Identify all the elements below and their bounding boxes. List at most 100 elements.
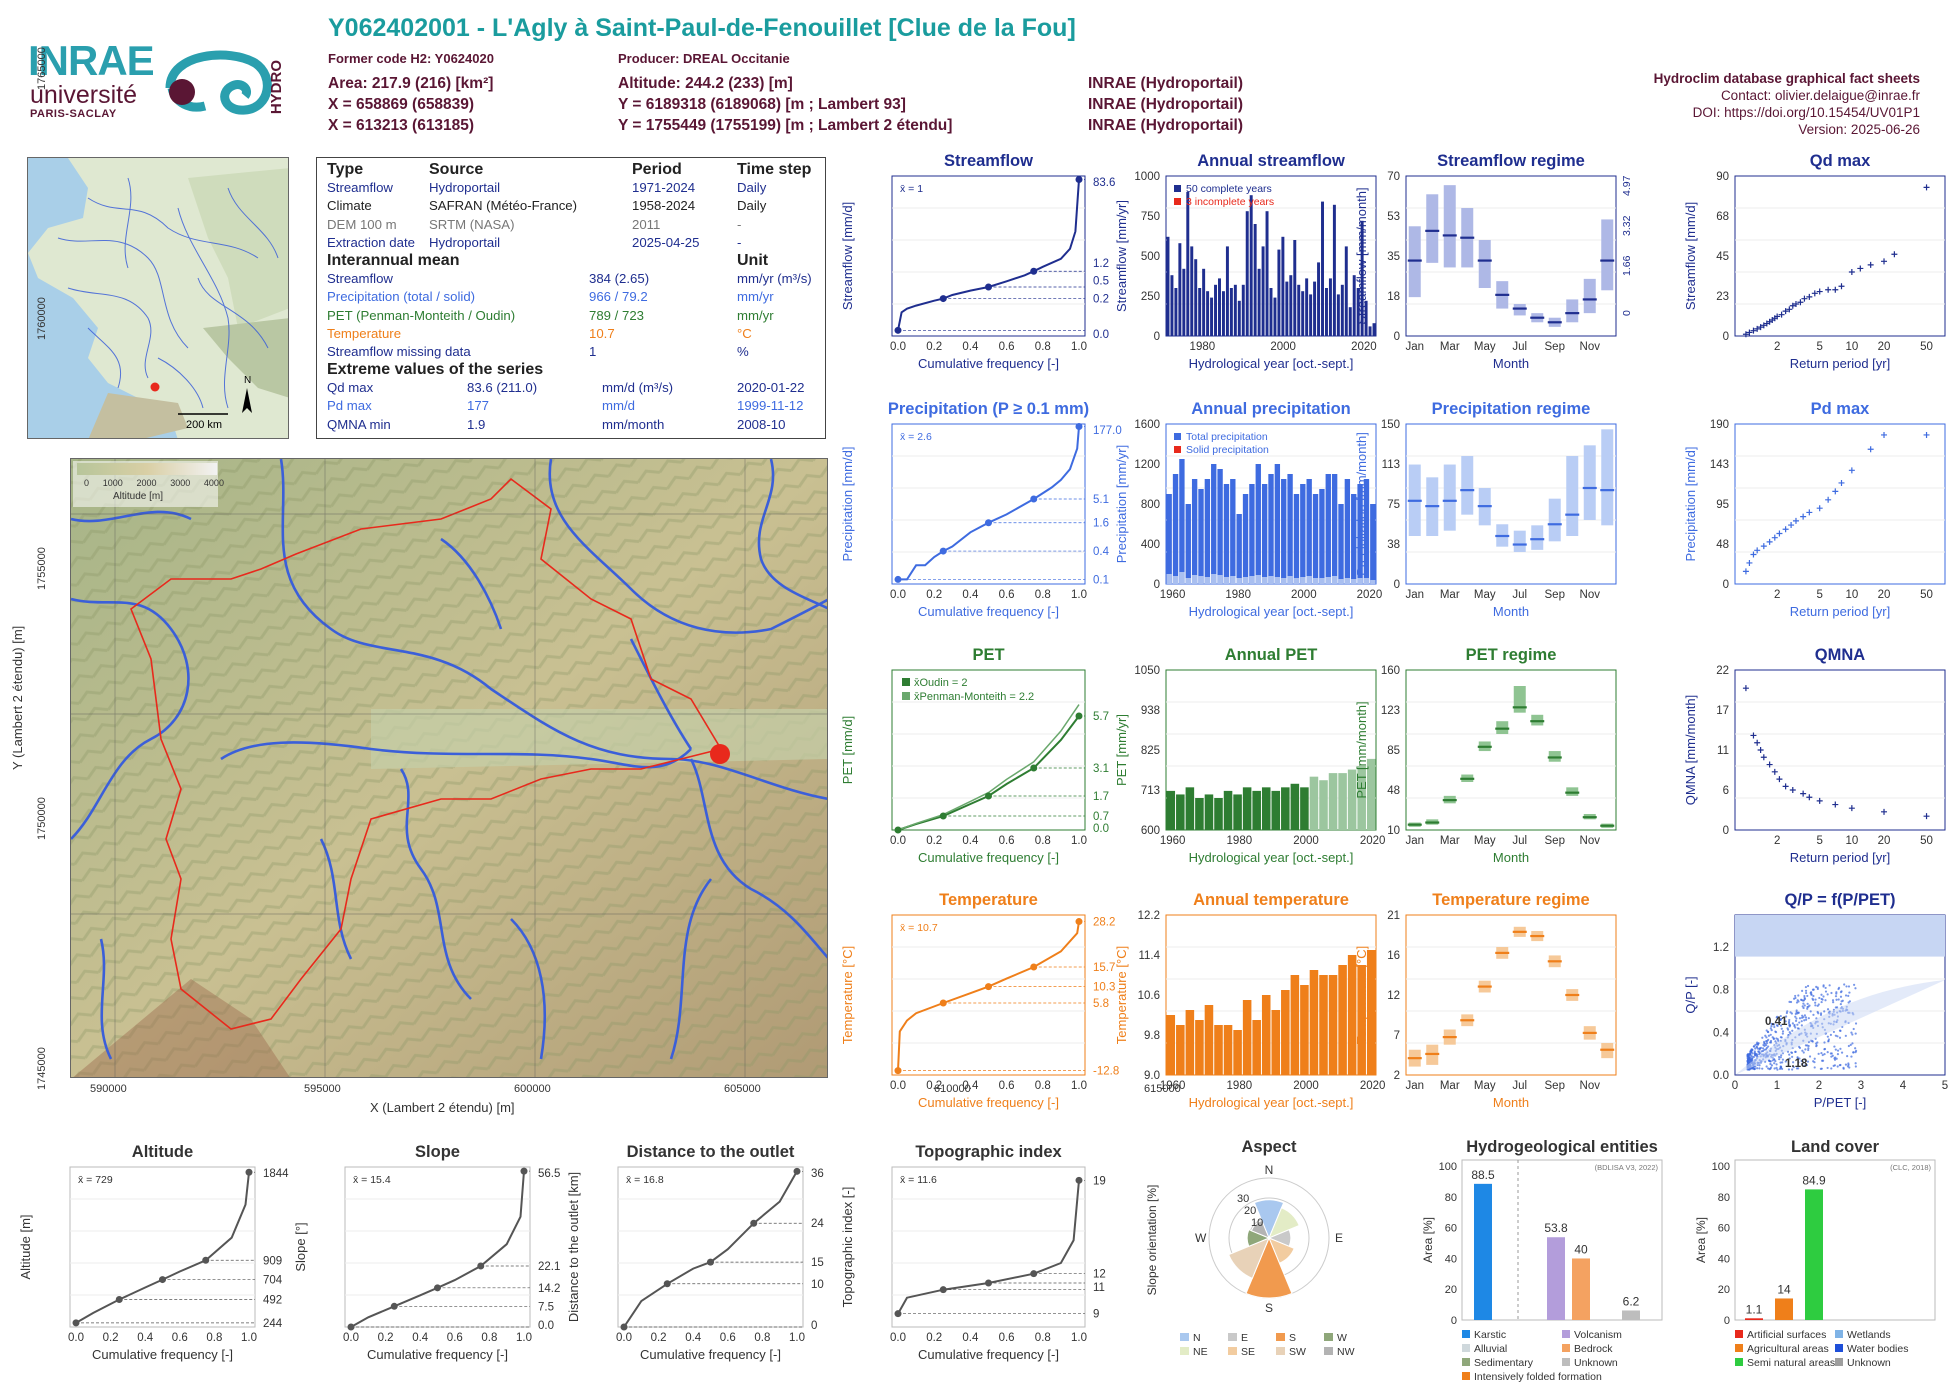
annual_pet-ytick: 713: [1141, 785, 1160, 797]
qp-point: [1794, 994, 1797, 998]
qp-point: [1770, 1064, 1774, 1067]
contact[interactable]: Contact: olivier.delaigue@inrae.fr: [1720, 88, 1920, 103]
slope-right-tick: 14.2: [538, 1283, 560, 1295]
pd_max-ytick: 95: [1716, 499, 1729, 511]
land_cover-bar-label: 84.9: [1802, 1173, 1826, 1187]
qp-point: [1848, 991, 1851, 994]
precipitation-right-tick: 0.1: [1093, 574, 1109, 586]
qp-point: [1773, 1062, 1776, 1065]
annual_precipitation-solid-bar: [1363, 578, 1370, 584]
qp-point: [1751, 1055, 1754, 1058]
temperature-ylabel: Temperature [°C]: [840, 946, 855, 1044]
land_cover-legend-key: [1835, 1344, 1843, 1352]
annual_temperature-bar: [1233, 1030, 1242, 1075]
qd_max-point: [1848, 269, 1855, 275]
annual_temperature-bar: [1166, 1015, 1176, 1075]
precipitation_regime-box: [1531, 525, 1544, 550]
qp-point: [1761, 1036, 1764, 1039]
qp-point: [1814, 1004, 1817, 1007]
annual_streamflow-bar: [1202, 268, 1206, 336]
ext-row-qdmax: Qd max 83.6 (211.0) mm/d (m³/s) 2020-01-22: [327, 380, 805, 396]
qp-ytick: 1.2: [1713, 942, 1729, 954]
qd_max-point: [1838, 283, 1845, 290]
qmna-ytick: 0: [1723, 825, 1729, 837]
annual_temperature-xlabel: Hydrological year [oct.-sept.]: [1189, 1095, 1354, 1110]
qp-point: [1802, 1002, 1805, 1005]
annual_precipitation-solid-bar: [1319, 578, 1325, 584]
qp-point: [1779, 1056, 1782, 1059]
hydrogeology-legend-text: Intensively folded formation: [1474, 1371, 1602, 1383]
annual_temperature-bar: [1223, 1025, 1233, 1075]
temperature-xtick: 0.2: [926, 1080, 942, 1092]
qp-point: [1835, 991, 1838, 994]
streamflow_regime-xtick: Nov: [1580, 341, 1601, 353]
aspect-legend-key: [1180, 1333, 1189, 1341]
land_cover-title: Land cover: [1791, 1138, 1880, 1156]
qp-point: [1839, 995, 1843, 998]
qmna-ylabel: QMNA [mm/month]: [1683, 695, 1698, 806]
qp-point: [1777, 1055, 1781, 1059]
land_cover-ytick: 100: [1712, 1161, 1730, 1173]
altitude-xtick: 0.8: [206, 1332, 222, 1344]
temperature_regime-ytick: 2: [1394, 1070, 1400, 1082]
annual_streamflow-bar: [1233, 284, 1237, 336]
mean-row-pet: PET (Penman-Monteith / Oudin) 789 / 723 mm…: [327, 307, 774, 323]
annual_pet-bar: [1223, 790, 1233, 830]
annual_pet-bar: [1261, 787, 1271, 830]
annual_pet-bar: [1195, 798, 1204, 830]
pet-right-tick: 1.7: [1093, 791, 1109, 803]
precipitation_regime-box: [1513, 530, 1526, 552]
annual_streamflow-title: Annual streamflow: [1197, 152, 1345, 170]
qp-point: [1839, 1029, 1842, 1033]
qp-point: [1753, 1067, 1756, 1070]
annual_streamflow-ytick: 500: [1141, 251, 1160, 263]
qp-point: [1802, 1051, 1805, 1054]
qp-point: [1836, 1035, 1839, 1038]
annual_pet-bar: [1281, 787, 1290, 830]
qp-point: [1777, 1039, 1780, 1042]
qd_max-point: [1750, 327, 1757, 334]
qp-point: [1764, 1034, 1767, 1037]
doi[interactable]: DOI: https://doi.org/10.15454/UV01P1: [1692, 105, 1920, 120]
qp-point: [1774, 1040, 1777, 1043]
pet_regime-box: [1513, 686, 1526, 713]
streamflow-xtick: 1.0: [1071, 341, 1087, 353]
annual_streamflow-bar: [1241, 284, 1245, 336]
annual_temperature-bar: [1195, 1020, 1204, 1075]
streamflow_regime-xtick: Jul: [1512, 341, 1527, 353]
annual_precipitation-solid-bar: [1223, 577, 1230, 584]
qp-point: [1793, 1023, 1796, 1027]
qp-point: [1827, 1038, 1830, 1041]
pet-frame: [891, 669, 1086, 831]
qp-point: [1801, 999, 1805, 1002]
annual_temperature-bar: [1271, 1010, 1281, 1075]
qmna-ytick: 22: [1716, 665, 1729, 677]
slope-xtick: 0.8: [481, 1332, 497, 1344]
qp-xtick: 3: [1858, 1080, 1864, 1092]
qp-ytick: 0.4: [1713, 1027, 1730, 1039]
qp-point: [1805, 1063, 1808, 1067]
qp-point: [1798, 1017, 1802, 1020]
qp-point: [1801, 1005, 1804, 1008]
precipitation_regime-title: Precipitation regime: [1432, 400, 1591, 418]
slope-right-tick: 0.0: [538, 1320, 554, 1332]
temperature-xtick: 0.4: [962, 1080, 979, 1092]
map-xtick: 600000: [514, 1083, 551, 1095]
page-title: Y062402001 - L'Agly à Saint-Paul-de-Feno…: [328, 14, 1076, 42]
qp-point: [1798, 1057, 1801, 1060]
land_cover-legend-text: Water bodies: [1847, 1343, 1908, 1355]
hydrogeology-ytick: 60: [1445, 1223, 1457, 1235]
annual_precipitation-bar: [1370, 504, 1376, 584]
qd_max-xtick: 10: [1845, 341, 1858, 353]
pet-legend-text: x̄Oudin = 2: [914, 677, 968, 689]
pd_max-point: [1867, 446, 1874, 453]
qp-point: [1750, 1048, 1753, 1051]
altitude-frame: [69, 1166, 256, 1328]
qp-point: [1854, 1047, 1857, 1050]
qp-point: [1820, 993, 1823, 996]
temperature_regime-ytick: 16: [1387, 950, 1400, 962]
basin-map: [70, 458, 828, 1078]
qd_max-point: [1825, 286, 1832, 293]
annual_precipitation-bar: [1338, 504, 1344, 584]
qp-point: [1780, 1036, 1783, 1039]
